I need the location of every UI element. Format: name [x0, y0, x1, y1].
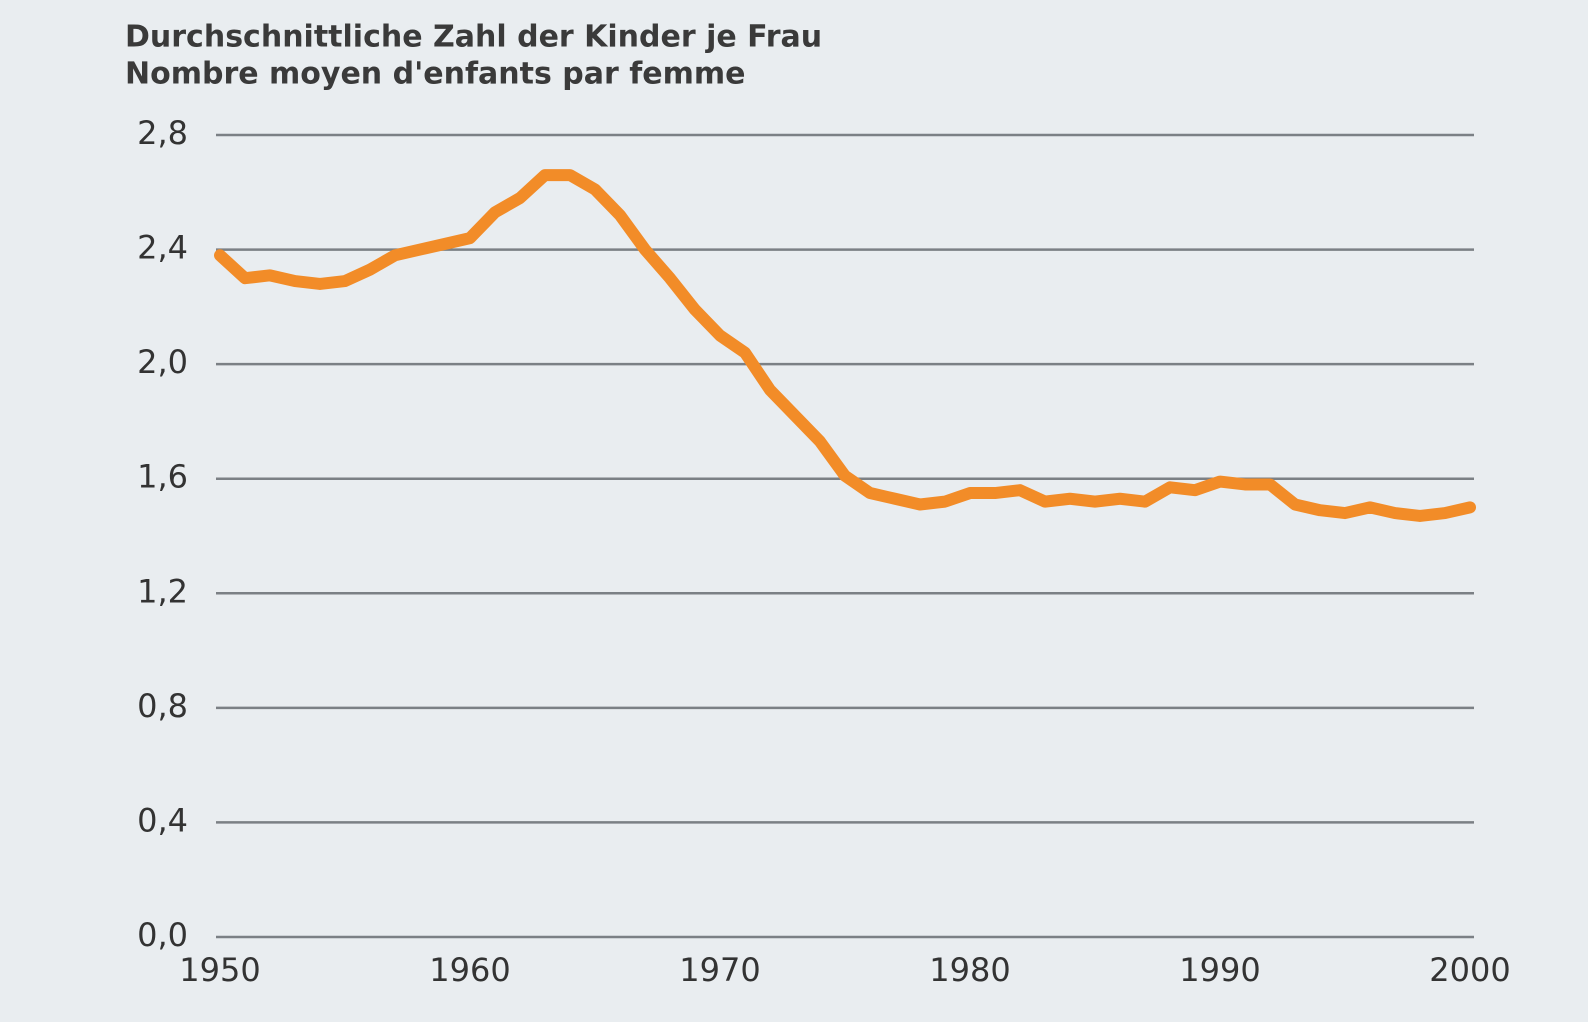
y-tick-label: 0,4 [137, 801, 188, 839]
y-tick-label: 2,8 [137, 114, 188, 152]
chart-subtitle: Nombre moyen d'enfants par femme [125, 57, 746, 92]
x-tick-label: 1950 [179, 951, 260, 989]
line [214, 169, 1476, 522]
y-tick-label: 2,0 [137, 343, 188, 381]
y-tick-label: 0,0 [137, 916, 188, 954]
x-tick-label: 1960 [429, 951, 510, 989]
x-tick-label: 1980 [929, 951, 1010, 989]
y-tick-label: 2,4 [137, 229, 188, 267]
x-tick-label: 1990 [1179, 951, 1260, 989]
chart-title: Durchschnittliche Zahl der Kinder je Fra… [125, 20, 822, 55]
y-tick-label: 0,8 [137, 687, 188, 725]
x-tick-label: 1970 [679, 951, 760, 989]
y-tick-label: 1,2 [137, 572, 188, 610]
x-tick-label: 2000 [1429, 951, 1510, 989]
y-tick-label: 1,6 [137, 458, 188, 496]
